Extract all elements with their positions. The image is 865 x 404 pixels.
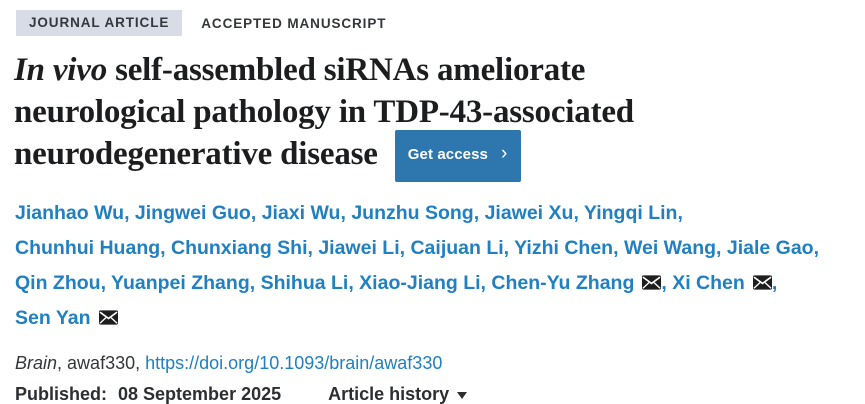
citation-separator: , bbox=[135, 353, 146, 373]
author-link[interactable]: Chen-Yu Zhang bbox=[491, 272, 635, 294]
chevron-right-icon: › bbox=[501, 143, 508, 164]
author-separator: , bbox=[250, 202, 262, 224]
author-link[interactable]: Chunhui Huang bbox=[15, 237, 161, 259]
doi-link[interactable]: https://doi.org/10.1093/brain/awaf330 bbox=[145, 353, 443, 373]
author-separator: , bbox=[160, 237, 171, 259]
author-separator: , bbox=[249, 272, 261, 294]
caret-down-icon bbox=[457, 392, 468, 399]
author-link[interactable]: Jiale Gao bbox=[726, 237, 814, 259]
author-link[interactable]: Wei Wang bbox=[623, 237, 717, 259]
accepted-manuscript-label: ACCEPTED MANUSCRIPT bbox=[201, 15, 387, 31]
author-link[interactable]: Yizhi Chen bbox=[514, 237, 614, 259]
article-title: In vivo self-assembled siRNAs ameliorate… bbox=[14, 49, 734, 187]
published-row: Published: 08 September 2025 Article his… bbox=[15, 384, 849, 404]
author-separator: , bbox=[661, 272, 673, 294]
author-link[interactable]: Jingwei Guo bbox=[134, 202, 251, 224]
author-link[interactable]: Xi Chen bbox=[672, 272, 745, 294]
article-history-toggle[interactable]: Article history bbox=[328, 384, 468, 404]
author-link[interactable]: Jiaxi Wu bbox=[261, 202, 341, 224]
author-link[interactable]: Sen Yan bbox=[15, 307, 91, 329]
badge-row: JOURNAL ARTICLE ACCEPTED MANUSCRIPT bbox=[16, 10, 849, 36]
author-separator: , bbox=[813, 237, 820, 259]
citation-separator: , bbox=[57, 353, 68, 373]
author-separator: , bbox=[503, 237, 515, 259]
author-link[interactable]: Jianhao Wu bbox=[15, 202, 125, 224]
author-separator: , bbox=[473, 202, 485, 224]
author-list: Jianhao Wu, Jingwei Guo, Jiaxi Wu, Junzh… bbox=[15, 196, 849, 336]
author-link[interactable]: Jiawei Li bbox=[318, 237, 400, 259]
author-separator: , bbox=[771, 272, 778, 294]
citation-line: Brain, awaf330, https://doi.org/10.1093/… bbox=[15, 353, 849, 374]
article-id: awaf330 bbox=[67, 353, 136, 373]
journal-article-badge: JOURNAL ARTICLE bbox=[16, 10, 183, 36]
author-link[interactable]: Chunxiang Shi bbox=[170, 237, 308, 259]
author-separator: , bbox=[307, 237, 319, 259]
author-link[interactable]: Yingqi Lin bbox=[583, 202, 678, 224]
author-separator: , bbox=[716, 237, 727, 259]
email-icon[interactable] bbox=[98, 310, 118, 325]
article-title-italic-part: In vivo bbox=[14, 52, 108, 88]
author-separator: , bbox=[573, 202, 584, 224]
author-link[interactable]: Jiawei Xu bbox=[484, 202, 574, 224]
author-link[interactable]: Shihua Li bbox=[260, 272, 349, 294]
author-link[interactable]: Qin Zhou bbox=[15, 272, 101, 294]
author-separator: , bbox=[613, 237, 624, 259]
published-date: 08 September 2025 bbox=[118, 384, 282, 404]
article-history-label: Article history bbox=[328, 384, 450, 404]
email-icon[interactable] bbox=[752, 275, 772, 290]
author-link[interactable]: Junzhu Song bbox=[351, 202, 474, 224]
get-access-button[interactable]: Get access › bbox=[394, 130, 522, 182]
article-title-rest: self-assembled siRNAs ameliorate neurolo… bbox=[14, 52, 634, 172]
get-access-label: Get access bbox=[407, 146, 488, 163]
journal-name: Brain bbox=[15, 353, 58, 373]
author-separator: , bbox=[348, 272, 360, 294]
author-link[interactable]: Yuanpei Zhang bbox=[111, 272, 250, 294]
author-link[interactable]: Caijuan Li bbox=[410, 237, 504, 259]
author-separator: , bbox=[340, 202, 352, 224]
email-icon[interactable] bbox=[642, 275, 662, 290]
author-separator: , bbox=[399, 237, 411, 259]
published-label: Published: bbox=[15, 384, 108, 404]
author-separator: , bbox=[677, 202, 683, 224]
author-link[interactable]: Xiao-Jiang Li bbox=[359, 272, 481, 294]
author-separator: , bbox=[100, 272, 112, 294]
author-separator: , bbox=[480, 272, 492, 294]
author-separator: , bbox=[124, 202, 135, 224]
